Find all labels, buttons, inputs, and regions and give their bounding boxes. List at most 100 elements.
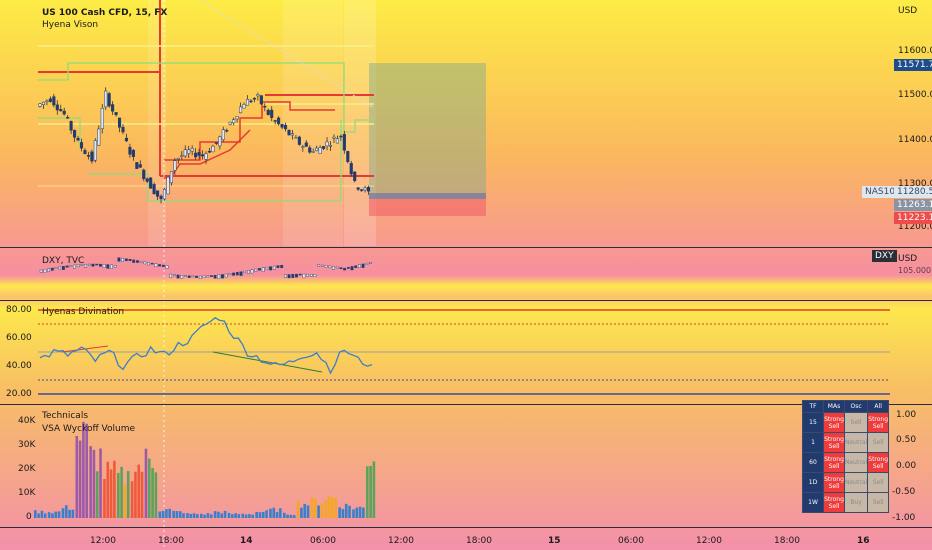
candle-body — [62, 110, 66, 115]
candle-body — [173, 160, 177, 171]
volume-bar — [117, 472, 120, 518]
candle-body — [366, 187, 371, 192]
volume-bar — [358, 506, 362, 518]
volume-bar — [341, 509, 345, 518]
volume-bar — [61, 508, 65, 518]
technicals-title[interactable]: Technicals — [42, 411, 89, 421]
dxy-candle — [165, 265, 169, 269]
mas-cell: Strong Sell — [823, 452, 845, 473]
dxy-candle — [202, 275, 206, 278]
volume-bar — [300, 507, 303, 518]
symbol-title[interactable]: US 100 Cash CFD, 15, FX — [42, 8, 168, 18]
osc-title[interactable]: Hyenas Divination — [42, 307, 125, 317]
volume-bar — [158, 511, 162, 518]
candle-body — [97, 128, 101, 146]
stop-box — [369, 199, 486, 216]
indicator-title[interactable]: Hyena Vison — [42, 20, 99, 30]
volume-bar — [106, 461, 110, 518]
candle-body — [322, 146, 326, 149]
volume-bar — [64, 505, 68, 518]
candle-body — [190, 148, 194, 152]
volume-bar — [71, 509, 75, 518]
volume-bar — [372, 461, 376, 518]
dxy-candle — [180, 275, 184, 279]
volume-bars — [34, 421, 376, 518]
pane-separator[interactable] — [0, 300, 932, 301]
candle-body — [256, 94, 260, 97]
dxy-candle — [365, 262, 369, 266]
pane-separator[interactable] — [0, 247, 932, 248]
candle-body — [221, 129, 225, 140]
pane-separator[interactable] — [0, 527, 932, 528]
candle-body — [259, 95, 263, 105]
dxy-candle — [369, 261, 372, 264]
candle-body — [41, 101, 46, 105]
volume-bar — [182, 513, 185, 518]
nas-price-tag: 11280.59 — [894, 186, 932, 198]
volume-bar — [92, 449, 96, 518]
candle-body — [52, 96, 56, 106]
volume-bar — [223, 510, 227, 518]
candle-body — [187, 149, 191, 154]
dxy-candle — [161, 264, 165, 267]
tf-cell: 1W — [802, 492, 824, 513]
candle-body — [145, 178, 149, 182]
dxy-title[interactable]: DXY, TVC — [42, 256, 85, 266]
osc-cell: Neutral — [843, 452, 869, 473]
dxy-candle — [191, 275, 195, 278]
volume-bar — [34, 510, 37, 518]
candle-body — [290, 133, 295, 136]
dxy-candle — [98, 263, 102, 267]
time-tick: 06:00 — [310, 536, 336, 546]
entry-box — [369, 193, 486, 199]
volume-bar — [275, 512, 279, 518]
volume-bar — [113, 460, 116, 518]
candle-body — [218, 136, 222, 147]
table-row: 15 Strong Sell Sell Strong Sell — [802, 412, 890, 433]
all-cell: Strong Sell — [867, 452, 890, 473]
candle-body — [363, 187, 367, 191]
dxy-candle — [50, 267, 54, 271]
time-tick: 12:00 — [388, 536, 414, 546]
session-shade-2 — [283, 0, 343, 246]
pane-separator[interactable] — [0, 404, 932, 405]
candle-body — [111, 104, 115, 112]
dxy-candle — [150, 262, 154, 265]
volume-bar — [89, 446, 92, 518]
time-tick: 12:00 — [696, 536, 722, 546]
candle-body — [204, 153, 208, 160]
dxy-candle — [76, 264, 80, 268]
dxy-candle — [224, 273, 228, 278]
volume-bar — [168, 508, 171, 518]
candle-body — [308, 147, 312, 153]
mas-cell: Strong Sell — [823, 432, 845, 453]
tf-cell: 1D — [802, 472, 824, 493]
last-price-tag: 11571.71 — [894, 59, 932, 71]
volume-bar — [213, 511, 217, 518]
volume-bar — [134, 471, 137, 518]
dxy-candle — [213, 275, 217, 279]
candle-body — [252, 97, 256, 100]
candle-body — [76, 137, 80, 141]
channel-line — [88, 120, 342, 202]
dxy-badge: DXY — [872, 250, 897, 262]
candle-body — [128, 146, 132, 155]
dxy-candle — [106, 264, 110, 269]
volume-bar — [338, 507, 341, 518]
volume-bar — [95, 471, 99, 518]
candle-body — [93, 140, 97, 161]
dxy-candle — [221, 274, 224, 279]
volume-bar — [248, 514, 251, 518]
volume-title[interactable]: VSA Wyckoff Volume — [42, 424, 136, 434]
trend-line — [199, 0, 375, 109]
volume-bar — [137, 464, 141, 518]
dxy-candle — [335, 266, 339, 269]
dxy-candle — [265, 266, 269, 270]
osc-tick: 80.00 — [6, 305, 32, 315]
dxy-candle — [309, 273, 313, 277]
volume-bar — [296, 501, 300, 518]
volume-tick: 20K — [18, 464, 36, 474]
volume-bar — [348, 505, 351, 518]
candle-body — [225, 130, 229, 132]
